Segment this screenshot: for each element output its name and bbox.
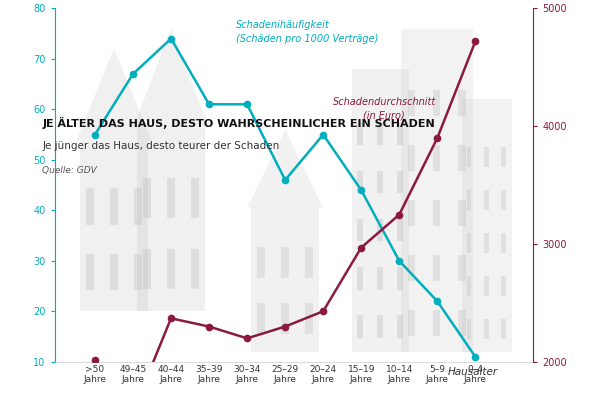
- Bar: [433, 255, 440, 281]
- Bar: [484, 319, 489, 339]
- Bar: [433, 90, 440, 116]
- Polygon shape: [133, 29, 208, 128]
- Bar: [351, 69, 409, 352]
- Bar: [281, 248, 289, 278]
- Bar: [458, 255, 465, 281]
- Text: Schadendurchschnitt
(in Euro): Schadendurchschnitt (in Euro): [333, 97, 436, 120]
- Bar: [357, 267, 362, 290]
- Bar: [501, 233, 506, 253]
- Bar: [501, 147, 506, 167]
- Bar: [433, 145, 440, 171]
- Bar: [408, 255, 415, 281]
- Bar: [377, 315, 382, 338]
- Bar: [134, 254, 142, 290]
- Text: JE ÄLTER DAS HAUS, DESTO WAHRSCHEINLICHER EIN SCHADEN: JE ÄLTER DAS HAUS, DESTO WAHRSCHEINLICHE…: [42, 116, 435, 129]
- Bar: [484, 190, 489, 210]
- Text: Schadenihäufigkeit
(Schäden pro 1000 Verträge): Schadenihäufigkeit (Schäden pro 1000 Ver…: [236, 20, 378, 44]
- Bar: [377, 123, 382, 145]
- Text: Hausalter: Hausalter: [448, 367, 498, 377]
- Bar: [110, 188, 118, 225]
- Bar: [501, 276, 506, 296]
- Bar: [377, 171, 382, 193]
- Bar: [408, 310, 415, 336]
- Bar: [397, 171, 402, 193]
- Bar: [467, 147, 471, 167]
- Bar: [467, 233, 471, 253]
- Polygon shape: [76, 49, 152, 141]
- Bar: [408, 200, 415, 226]
- Bar: [501, 319, 506, 339]
- Bar: [143, 249, 151, 289]
- Bar: [397, 123, 402, 145]
- Bar: [458, 200, 465, 226]
- Bar: [458, 145, 465, 171]
- Bar: [484, 276, 489, 296]
- Bar: [397, 219, 402, 242]
- Bar: [484, 147, 489, 167]
- Bar: [401, 29, 473, 352]
- Bar: [281, 303, 289, 334]
- Text: Je jünger das Haus, desto teurer der Schaden: Je jünger das Haus, desto teurer der Sch…: [42, 141, 280, 151]
- Bar: [191, 178, 199, 218]
- Bar: [397, 315, 402, 338]
- Polygon shape: [247, 129, 323, 207]
- Bar: [80, 141, 148, 312]
- Bar: [462, 99, 511, 352]
- Bar: [137, 128, 205, 312]
- Bar: [357, 171, 362, 193]
- Bar: [191, 249, 199, 289]
- Bar: [305, 303, 313, 334]
- Bar: [458, 310, 465, 336]
- Bar: [433, 200, 440, 226]
- Text: Quelle: GDV: Quelle: GDV: [42, 166, 97, 176]
- Bar: [167, 249, 175, 289]
- Bar: [397, 267, 402, 290]
- Bar: [86, 254, 94, 290]
- Bar: [86, 188, 94, 225]
- Bar: [167, 178, 175, 218]
- Bar: [458, 90, 465, 116]
- Bar: [357, 315, 362, 338]
- Bar: [251, 207, 319, 352]
- Bar: [357, 123, 362, 145]
- Bar: [467, 319, 471, 339]
- Bar: [143, 178, 151, 218]
- Bar: [433, 310, 440, 336]
- Bar: [357, 219, 362, 242]
- Bar: [467, 276, 471, 296]
- Bar: [484, 233, 489, 253]
- Bar: [305, 248, 313, 278]
- Bar: [110, 254, 118, 290]
- Bar: [257, 303, 265, 334]
- Bar: [134, 188, 142, 225]
- Bar: [257, 248, 265, 278]
- Bar: [377, 219, 382, 242]
- Bar: [408, 90, 415, 116]
- Bar: [377, 267, 382, 290]
- Bar: [408, 145, 415, 171]
- Bar: [501, 190, 506, 210]
- Bar: [467, 190, 471, 210]
